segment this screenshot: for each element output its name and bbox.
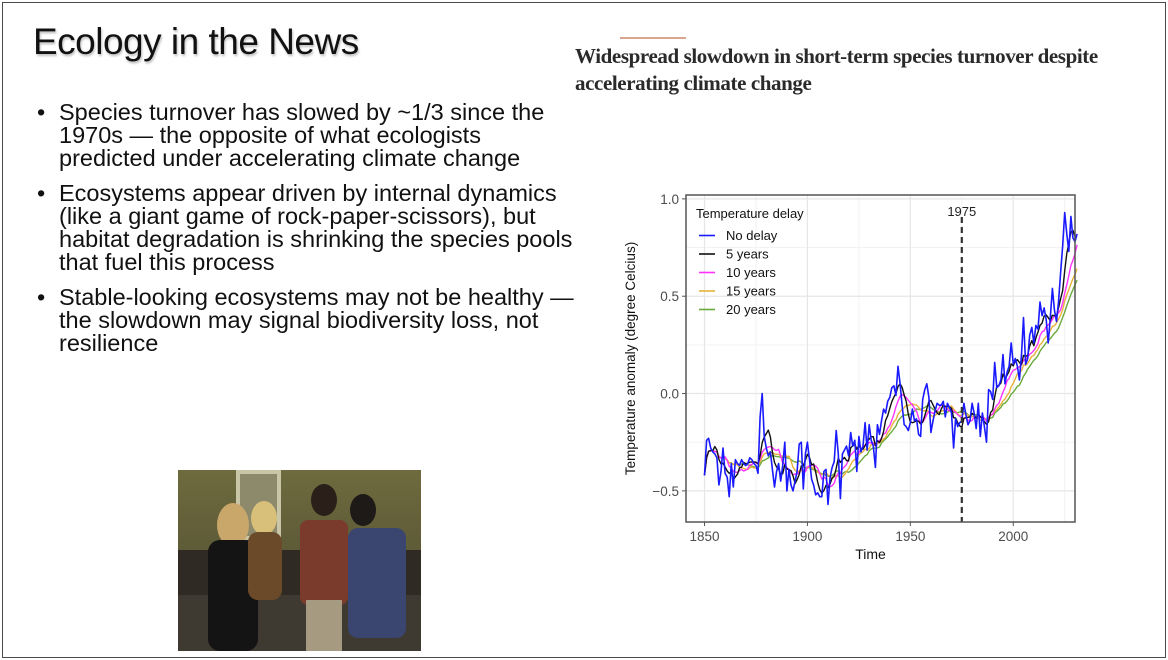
bullet-item: • Stable-looking ecosystems may not be he…: [35, 284, 575, 356]
plot-frame: [685, 194, 1076, 523]
bullet-text: Ecosystems appear driven by internal dyn…: [59, 180, 573, 275]
legend-label: 15 years: [726, 284, 776, 299]
series-line-15-years: [703, 268, 1078, 480]
chart-legend: Temperature delay No delay 5 years 10 years…: [696, 206, 804, 317]
chart-svg: 1975 1850 1900 1950 2000 −0.5 0.0 0.5 1.0 Tempe…: [623, 192, 1078, 562]
bullet-text: Stable-looking ecosystems may not be hea…: [59, 284, 574, 356]
headline-accent-rule: [620, 37, 686, 39]
bullet-text: Species turnover has slowed by ~1/3 sinc…: [59, 99, 545, 171]
y-tick-label: 0.0: [660, 387, 679, 402]
x-tick-label: 2000: [998, 529, 1028, 544]
legend-label: 5 years: [726, 247, 769, 262]
y-tick-label: 0.5: [660, 289, 679, 304]
legend-label: 20 years: [726, 302, 776, 317]
bullet-item: • Species turnover has slowed by ~1/3 sin…: [35, 99, 575, 171]
y-axis-label: Temperature anomaly (degree Celcius): [623, 242, 638, 475]
bullet-icon: •: [37, 180, 46, 206]
x-tick-label: 1950: [895, 529, 925, 544]
series-line-20-years: [703, 279, 1078, 478]
series-line-no-delay: [703, 211, 1078, 506]
chart-axes: 1850 1900 1950 2000 −0.5 0.0 0.5 1.0: [652, 192, 1028, 544]
temperature-chart: 1975 1850 1900 1950 2000 −0.5 0.0 0.5 1.0 Tempe…: [618, 181, 1078, 586]
x-tick-label: 1900: [792, 529, 822, 544]
legend-label: No delay: [726, 228, 778, 243]
bullet-item: • Ecosystems appear driven by internal dy…: [35, 180, 575, 275]
x-tick-label: 1850: [690, 529, 720, 544]
x-axis-label: Time: [855, 546, 886, 562]
legend-title: Temperature delay: [696, 206, 804, 221]
year-1975-label: 1975: [947, 204, 976, 219]
slide-title: Ecology in the News: [33, 21, 359, 62]
bullet-icon: •: [37, 284, 46, 310]
article-headline: Widespread slowdown in short-term specie…: [575, 44, 1098, 95]
bullet-icon: •: [37, 99, 46, 125]
y-tick-label: 1.0: [660, 192, 679, 207]
photo-illustration: [178, 470, 421, 651]
chart-lines: [703, 211, 1078, 506]
friends-photo: [178, 470, 421, 651]
chart-grid: [686, 195, 1075, 522]
bullet-list: • Species turnover has slowed by ~1/3 sin…: [35, 99, 575, 367]
legend-label: 10 years: [726, 265, 776, 280]
y-tick-label: −0.5: [652, 484, 679, 499]
plot-background: [686, 195, 1075, 522]
